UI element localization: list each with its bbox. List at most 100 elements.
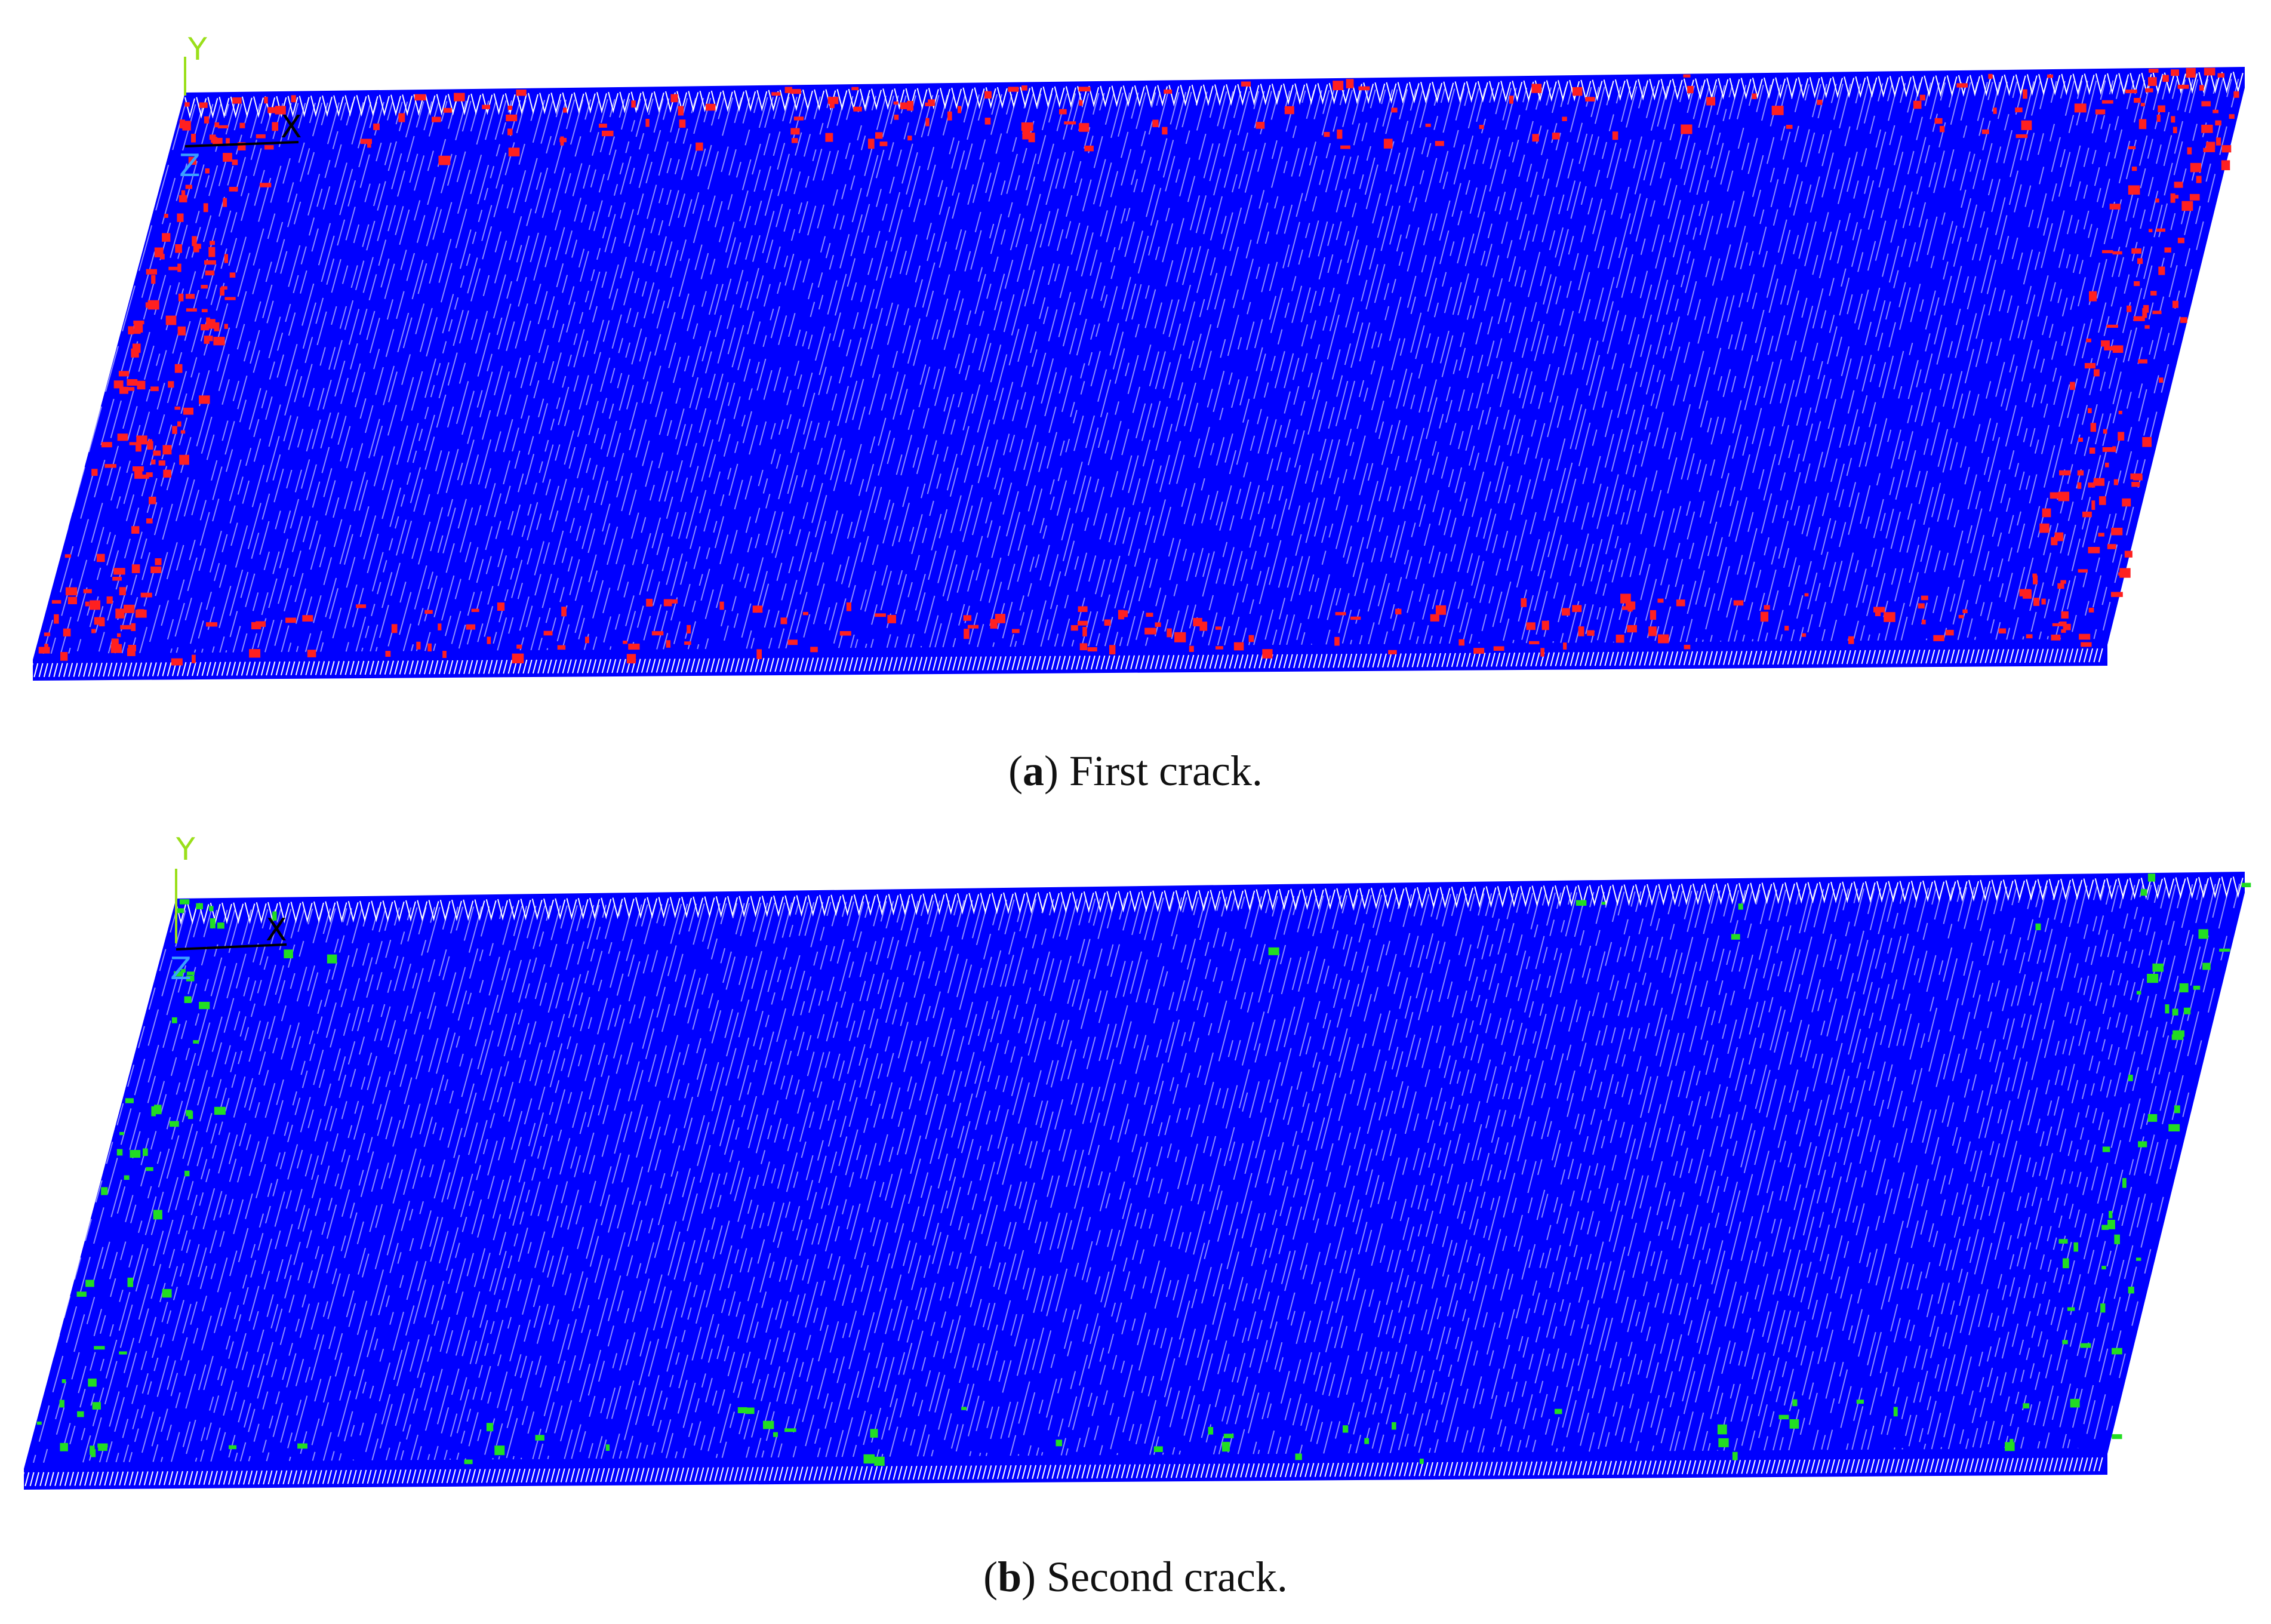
edge-tick (729, 1467, 734, 1481)
crack-mark (106, 596, 113, 604)
mesh-line (1974, 80, 2114, 640)
crack-mark (2125, 90, 2137, 94)
mesh-line (1520, 85, 1663, 644)
crack-mark (180, 430, 186, 434)
edge-tick (1498, 1462, 1503, 1476)
crack-mark (143, 1148, 148, 1157)
edge-tick (493, 660, 498, 674)
edge-tick (898, 657, 903, 671)
edge-tick (942, 656, 947, 671)
edge-tick (1577, 1461, 1583, 1475)
edge-tick (1584, 651, 1590, 666)
shell-edge (1175, 890, 1186, 912)
shell-edge (359, 900, 370, 922)
crack-mark (160, 254, 165, 260)
edge-tick (1668, 651, 1673, 666)
edge-tick (2083, 1457, 2088, 1472)
shell-edge (1818, 882, 1830, 904)
edge-tick (2058, 1457, 2064, 1472)
edge-tick (128, 1471, 134, 1485)
crack-mark (147, 441, 153, 450)
edge-tick (1786, 1459, 1791, 1474)
mesh-line (362, 906, 514, 1461)
edge-tick (1737, 651, 1743, 665)
crack-mark (119, 587, 126, 595)
edge-tick (2054, 648, 2059, 663)
edge-tick (1836, 650, 1842, 665)
shell-edge (623, 897, 635, 919)
shell-edge (596, 92, 607, 114)
crack-mark (131, 526, 140, 534)
shell-edge (2038, 74, 2049, 96)
mesh-line (704, 96, 854, 650)
crack-mark (192, 654, 196, 663)
edge-tick (233, 1471, 238, 1485)
mesh-line (227, 908, 380, 1462)
edge-tick (1180, 1463, 1186, 1478)
edge-tick (1174, 654, 1180, 669)
shell-edge (2002, 879, 2014, 902)
crack-mark (1078, 606, 1088, 612)
shell-edge (1054, 86, 1065, 108)
edge-tick (977, 656, 982, 670)
mesh-line (375, 100, 527, 652)
edge-tick (147, 662, 152, 676)
mesh-line (1716, 888, 1858, 1451)
edge-tick (903, 657, 908, 671)
mesh-line (187, 102, 340, 653)
shell-edge (608, 91, 619, 114)
shell-edge (2014, 879, 2025, 901)
edge-tick (1483, 1462, 1488, 1476)
crack-mark (203, 203, 208, 213)
crack-mark (88, 1378, 97, 1387)
mesh-line (864, 94, 1013, 648)
crack-mark (2101, 100, 2113, 104)
edge-tick (1476, 653, 1481, 667)
edge-tick (709, 1467, 714, 1481)
mesh-line (315, 100, 467, 652)
mesh-line (672, 96, 821, 650)
crack-mark (1223, 1434, 1234, 1438)
edge-tick (933, 656, 938, 671)
mesh-line (1720, 83, 1861, 642)
crack-mark (2122, 498, 2131, 507)
edge-tick (158, 1471, 164, 1485)
shell-edge (1876, 881, 1887, 903)
shell-edge (722, 90, 733, 112)
edge-tick (735, 658, 740, 672)
crack-mark (385, 651, 391, 657)
edge-tick (498, 660, 503, 674)
mesh-line (1184, 90, 1330, 646)
shell-edge (371, 900, 382, 922)
mesh-line (817, 900, 965, 1457)
crack-mark (60, 652, 68, 661)
edge-tick (330, 661, 335, 675)
edge-tick (525, 1468, 531, 1483)
shell-edge (402, 94, 413, 116)
shell-edge (2186, 877, 2198, 899)
crack-mark (124, 1175, 130, 1180)
crack-mark (2198, 929, 2208, 939)
crack-mark (113, 568, 125, 575)
crack-mark (1430, 614, 1439, 622)
crack-mark (1717, 1424, 1727, 1435)
mesh-line (832, 94, 980, 648)
shell-edge (2210, 72, 2221, 94)
edge-tick (1562, 1461, 1568, 1475)
edge-tick (1032, 1465, 1037, 1480)
crack-mark (2026, 634, 2033, 639)
edge-tick (94, 1471, 99, 1486)
shell-edge (1888, 881, 1899, 903)
crack-mark (251, 622, 261, 629)
mesh-line (2054, 79, 2194, 639)
shell-edge (2198, 72, 2210, 94)
edge-tick (295, 661, 300, 676)
crack-mark (201, 309, 208, 312)
crack-mark (1532, 134, 1539, 142)
shell-edge (279, 902, 290, 924)
mesh-line (546, 98, 697, 651)
edge-tick (1194, 654, 1199, 669)
mesh-line (800, 94, 949, 649)
mesh-line (1695, 84, 1837, 642)
edge-tick (1830, 1459, 1835, 1474)
